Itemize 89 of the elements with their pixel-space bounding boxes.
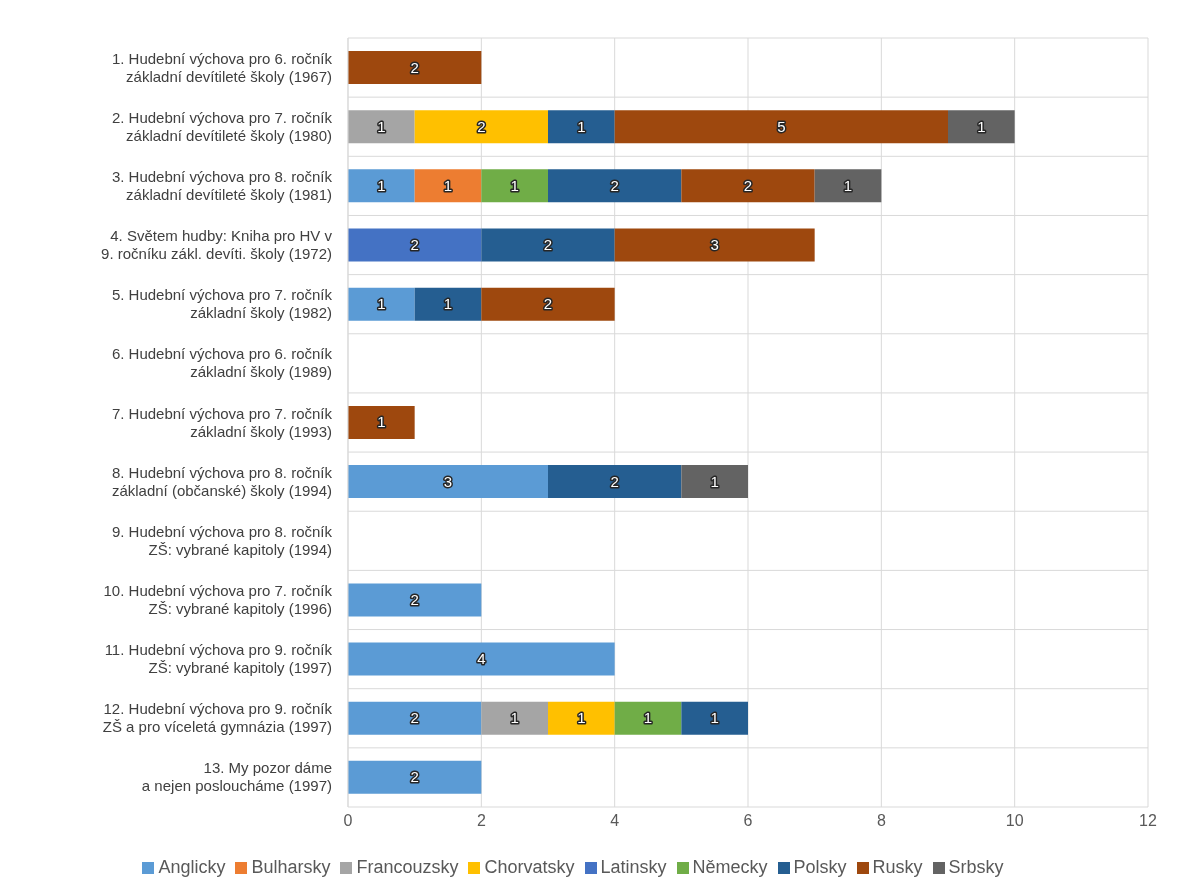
data-label: 1 bbox=[577, 117, 586, 135]
bar bbox=[481, 287, 615, 321]
bar bbox=[614, 110, 948, 144]
data-label: 1 bbox=[977, 117, 986, 135]
x-tick-label: 6 bbox=[743, 812, 753, 830]
data-label: 2 bbox=[543, 295, 553, 313]
y-tick-label: 6. Hudební výchova pro 6. ročník základní školy (1989) bbox=[111, 345, 333, 381]
x-tick-label: 2 bbox=[476, 812, 486, 830]
bar bbox=[348, 642, 615, 676]
bar bbox=[348, 110, 415, 144]
legend-label: Rusky bbox=[872, 857, 923, 877]
bar bbox=[348, 169, 415, 203]
data-label: 3 bbox=[443, 472, 453, 490]
y-tick-label: 5. Hudební výchova pro 7. ročník základní školy (1982) bbox=[111, 286, 333, 322]
y-tick-label: 11. Hudební výchova pro 9. ročník ZŠ: vybrané kapitoly (1997) bbox=[104, 641, 333, 677]
bar bbox=[614, 701, 682, 735]
x-tick-label: 8 bbox=[876, 812, 886, 830]
bar bbox=[681, 465, 748, 499]
bar bbox=[414, 169, 482, 203]
legend-label: Bulharsky bbox=[251, 857, 331, 877]
bar bbox=[548, 110, 615, 144]
legend-label: Latinsky bbox=[600, 857, 667, 877]
y-tick-label: 10. Hudební výchova pro 7. ročník ZŠ: vybrané kapitoly (1996) bbox=[103, 581, 333, 617]
bar bbox=[348, 51, 482, 85]
legend-label: Německy bbox=[692, 857, 768, 877]
data-label: 1 bbox=[377, 117, 386, 135]
data-label: 2 bbox=[543, 235, 553, 253]
data-label: 1 bbox=[577, 709, 586, 727]
x-tick-label: 10 bbox=[1005, 812, 1024, 830]
y-tick-label: 4. Světem hudby: Kniha pro HV v 9. ročníku zákl. devíti. školy (1972) bbox=[101, 227, 333, 263]
bar bbox=[414, 110, 548, 144]
bar bbox=[348, 228, 482, 262]
y-tick-label: 9. Hudební výchova pro 8. ročník ZŠ: vybrané kapitoly (1994) bbox=[111, 522, 333, 558]
bar bbox=[348, 583, 482, 617]
data-label: 1 bbox=[510, 176, 519, 194]
y-tick-label: 7. Hudební výchova pro 7. ročník základní školy (1993) bbox=[111, 404, 333, 440]
data-label: 1 bbox=[377, 176, 386, 194]
data-label: 2 bbox=[410, 590, 419, 608]
y-tick-label: 13. My pozor dáme a nejen posloucháme (1997) bbox=[141, 759, 332, 795]
bar bbox=[348, 287, 415, 321]
data-label: 2 bbox=[610, 176, 619, 194]
x-tick-label: 0 bbox=[343, 812, 353, 830]
y-tick-label: 8. Hudební výchova pro 8. ročník základní (občanské) školy (1994) bbox=[111, 463, 333, 499]
data-label: 4 bbox=[477, 650, 486, 668]
y-tick-label: 3. Hudební výchova pro 8. ročník základní devítileté školy (1981) bbox=[111, 167, 333, 203]
data-label: 2 bbox=[610, 472, 619, 490]
legend-label: Anglicky bbox=[158, 857, 226, 877]
bar bbox=[681, 701, 748, 735]
data-label: 1 bbox=[443, 295, 453, 313]
data-label: 1 bbox=[510, 709, 519, 727]
data-label: 1 bbox=[443, 176, 453, 194]
data-label: 2 bbox=[410, 709, 419, 727]
bar bbox=[614, 228, 815, 262]
data-label: 1 bbox=[710, 472, 719, 490]
data-label: 3 bbox=[710, 235, 719, 253]
data-label: 2 bbox=[410, 58, 419, 76]
legend-label: Polsky bbox=[793, 857, 847, 877]
bar bbox=[348, 465, 548, 499]
bar bbox=[681, 169, 815, 203]
data-label: 1 bbox=[710, 709, 719, 727]
y-tick-label: 2. Hudební výchova pro 7. ročník základní devítileté školy (1980) bbox=[111, 108, 333, 144]
legend-label: Chorvatsky bbox=[484, 857, 575, 877]
data-label: 2 bbox=[477, 117, 486, 135]
y-tick-label: 12. Hudební výchova pro 9. ročník ZŠ a pro víceletá gymnázia (1997) bbox=[102, 700, 333, 736]
legend-label: Francouzsky bbox=[356, 857, 459, 877]
data-label: 2 bbox=[743, 176, 753, 194]
bar bbox=[481, 228, 615, 262]
bar bbox=[414, 287, 482, 321]
y-tick-label: 1. Hudební výchova pro 6. ročník základní devítileté školy (1967) bbox=[111, 49, 333, 85]
bar bbox=[548, 465, 682, 499]
bar bbox=[814, 169, 882, 203]
data-label: 1 bbox=[843, 176, 853, 194]
bar bbox=[481, 701, 548, 735]
data-label: 1 bbox=[643, 709, 653, 727]
bar bbox=[548, 701, 615, 735]
data-label: 2 bbox=[410, 768, 419, 786]
legend-label: Srbsky bbox=[948, 857, 1004, 877]
bar bbox=[348, 701, 482, 735]
data-label: 2 bbox=[410, 235, 419, 253]
x-tick-label: 4 bbox=[610, 812, 620, 830]
data-label: 1 bbox=[377, 413, 386, 431]
bar bbox=[481, 169, 548, 203]
x-tick-label: 12 bbox=[1139, 812, 1157, 830]
bar bbox=[948, 110, 1015, 144]
data-label: 1 bbox=[377, 295, 386, 313]
bar bbox=[348, 405, 415, 439]
bar bbox=[548, 169, 682, 203]
bar bbox=[348, 760, 482, 794]
data-label: 5 bbox=[777, 117, 786, 135]
